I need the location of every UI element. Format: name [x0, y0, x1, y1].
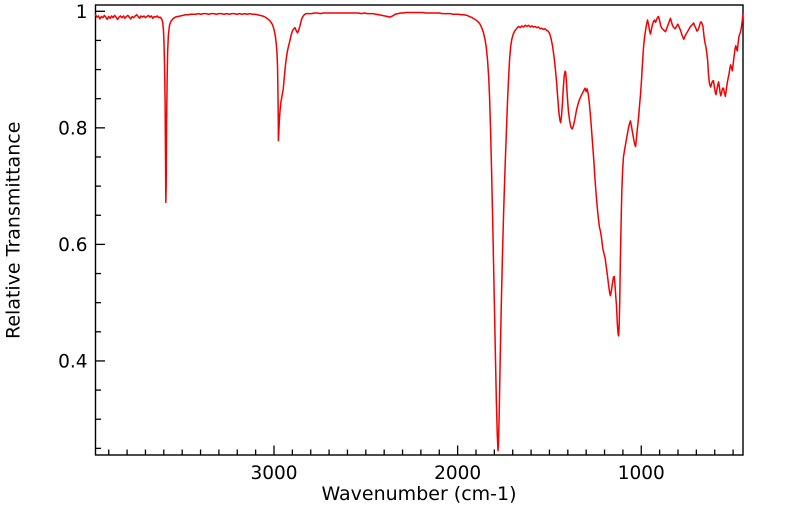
x-axis-title: Wavenumber (cm-1) [321, 483, 517, 505]
y-tick-label: 0.8 [58, 118, 87, 139]
y-tick-label: 1 [76, 2, 88, 23]
x-tick-label: 3000 [250, 463, 297, 484]
x-tick-label: 2000 [434, 463, 481, 484]
y-axis-title: Relative Transmittance [2, 121, 25, 340]
y-tick-label: 0.4 [58, 351, 87, 372]
plot-border [94, 4, 744, 456]
y-tick-label: 0.6 [58, 235, 87, 256]
spectrum-curve [94, 11, 744, 452]
x-tick-label: 1000 [618, 463, 665, 484]
